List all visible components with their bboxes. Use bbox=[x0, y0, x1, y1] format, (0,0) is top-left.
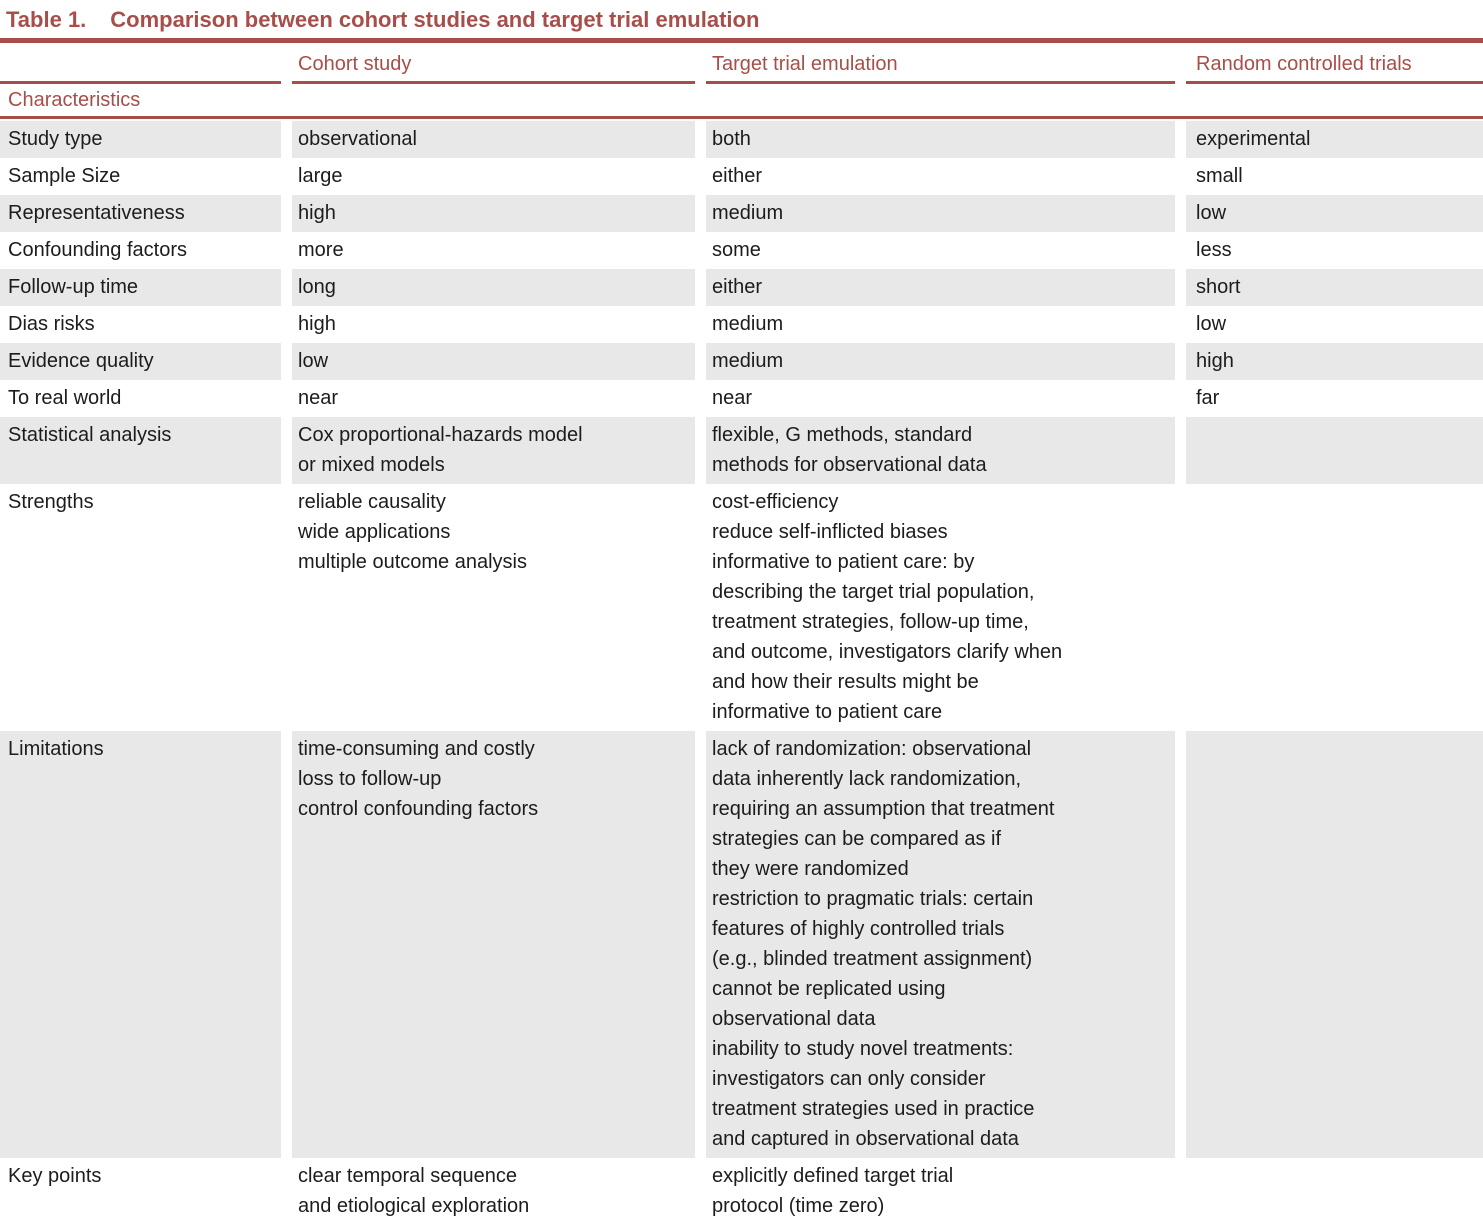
column-header-row: Cohort study Target trial emulation Rand… bbox=[0, 43, 1483, 84]
target-trial-cell: explicitly defined target trial protocol… bbox=[712, 1165, 954, 1217]
rct-cell: less bbox=[1196, 239, 1232, 261]
table-row: Representativeness high medium low bbox=[0, 195, 1483, 232]
table-row: Key points clear temporal sequence and e… bbox=[0, 1158, 1483, 1219]
cohort-study-cell: Cox proportional-hazards model or mixed … bbox=[292, 417, 695, 484]
cohort-study-cell: large bbox=[298, 165, 343, 187]
row-label: Limitations bbox=[0, 731, 281, 1158]
row-label: Follow-up time bbox=[0, 269, 281, 306]
target-trial-cell: both bbox=[706, 121, 1175, 158]
rct-cell: small bbox=[1196, 165, 1243, 187]
table-title-text: Comparison between cohort studies and ta… bbox=[110, 7, 760, 32]
cohort-study-cell: time-consuming and costly loss to follow… bbox=[292, 731, 695, 1158]
row-label: Dias risks bbox=[8, 313, 95, 335]
table-title: Table 1. Comparison between cohort studie… bbox=[0, 0, 1483, 38]
table-row: To real world near near far bbox=[0, 380, 1483, 417]
column-header-random-controlled-trials: Random controlled trials bbox=[1186, 43, 1483, 84]
cohort-study-cell: high bbox=[292, 195, 695, 232]
rct-cell bbox=[1186, 484, 1483, 731]
row-label: Key points bbox=[8, 1165, 102, 1187]
target-trial-cell: lack of randomization: observational dat… bbox=[706, 731, 1175, 1158]
table-row: Evidence quality low medium high bbox=[0, 343, 1483, 380]
row-label: Evidence quality bbox=[0, 343, 281, 380]
target-trial-cell: either bbox=[712, 165, 763, 187]
cohort-study-cell: low bbox=[292, 343, 695, 380]
cohort-study-cell: long bbox=[292, 269, 695, 306]
cohort-study-cell: clear temporal sequence and etiological … bbox=[298, 1165, 530, 1217]
rct-cell: low bbox=[1186, 195, 1483, 232]
table-row: Limitations time-consuming and costly lo… bbox=[0, 731, 1483, 1158]
target-trial-cell: medium bbox=[706, 195, 1175, 232]
column-header-cohort-study: Cohort study bbox=[292, 43, 695, 84]
column-header-empty bbox=[0, 43, 281, 84]
cohort-study-cell: near bbox=[298, 387, 339, 409]
table-row: Dias risks high medium low bbox=[0, 306, 1483, 343]
rct-cell bbox=[1186, 417, 1483, 484]
rct-cell: short bbox=[1186, 269, 1483, 306]
row-label: To real world bbox=[8, 387, 122, 409]
table-row: Confounding factors more some less bbox=[0, 232, 1483, 269]
row-label: Confounding factors bbox=[8, 239, 188, 261]
cohort-study-cell: observational bbox=[292, 121, 695, 158]
table-number: Table 1. bbox=[6, 7, 87, 32]
rct-cell bbox=[1186, 1158, 1483, 1219]
row-label: Strengths bbox=[8, 491, 94, 513]
top-rule bbox=[0, 38, 1483, 43]
table-row: Study type observational both experiment… bbox=[0, 121, 1483, 158]
target-trial-cell: cost-efficiency reduce self-inflicted bi… bbox=[712, 491, 1063, 723]
table-row: Sample Size large either small bbox=[0, 158, 1483, 195]
row-label: Study type bbox=[0, 121, 281, 158]
section-header-characteristics: Characteristics bbox=[0, 84, 1483, 119]
target-trial-cell: medium bbox=[712, 313, 784, 335]
rct-cell: high bbox=[1186, 343, 1483, 380]
rct-cell: far bbox=[1196, 387, 1220, 409]
cohort-study-cell: reliable causality wide applications mul… bbox=[298, 491, 527, 573]
target-trial-cell: some bbox=[712, 239, 761, 261]
cohort-study-cell: high bbox=[298, 313, 336, 335]
target-trial-cell: either bbox=[706, 269, 1175, 306]
table-body: Study type observational both experiment… bbox=[0, 121, 1483, 1219]
cohort-study-cell: more bbox=[298, 239, 344, 261]
row-label: Sample Size bbox=[8, 165, 121, 187]
row-label: Representativeness bbox=[0, 195, 281, 232]
rct-cell: low bbox=[1196, 313, 1227, 335]
rct-cell: experimental bbox=[1186, 121, 1483, 158]
target-trial-cell: medium bbox=[706, 343, 1175, 380]
target-trial-cell: near bbox=[712, 387, 753, 409]
row-label: Statistical analysis bbox=[0, 417, 281, 484]
table-row: Statistical analysis Cox proportional-ha… bbox=[0, 417, 1483, 484]
table-row: Follow-up time long either short bbox=[0, 269, 1483, 306]
column-header-target-trial-emulation: Target trial emulation bbox=[706, 43, 1175, 84]
rct-cell bbox=[1186, 731, 1483, 1158]
target-trial-cell: flexible, G methods, standard methods fo… bbox=[706, 417, 1175, 484]
table-row: Strengths reliable causality wide applic… bbox=[0, 484, 1483, 731]
